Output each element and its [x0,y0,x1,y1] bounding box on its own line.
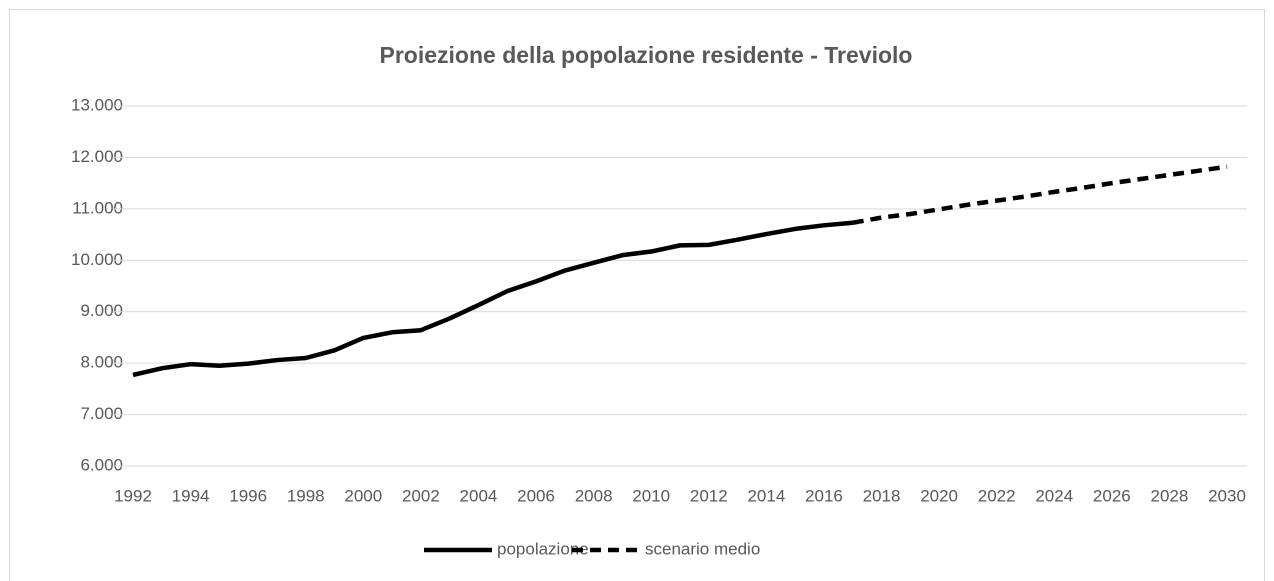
x-tick-label: 2028 [1151,486,1189,505]
series-line [852,164,1228,225]
x-tick-label: 2012 [690,486,728,505]
x-tick-label: 2030 [1208,486,1246,505]
x-tick-label: 2014 [747,486,785,505]
y-tick-label: 12.000 [71,147,123,166]
x-tick-label: 2000 [344,486,382,505]
chart-border [9,9,1265,581]
x-tick-label: 1992 [114,486,152,505]
x-tick-label: 2008 [575,486,613,505]
y-tick-label: 13.000 [71,95,123,114]
y-tick-label: 8.000 [80,353,123,372]
x-tick-label: 2004 [460,486,498,505]
x-tick-label: 1994 [172,486,210,505]
x-tick-label: 2010 [632,486,670,505]
x-tick-label: 2002 [402,486,440,505]
x-tick-label: 1996 [229,486,267,505]
y-tick-label: 10.000 [71,250,123,269]
y-tick-label: 11.000 [72,198,123,217]
chart-title: Proiezione della popolazione residente -… [380,42,913,68]
series-line [132,220,853,378]
x-tick-label: 2018 [863,486,901,505]
legend-label: popolazione [497,539,589,558]
y-tick-label: 9.000 [80,301,123,320]
y-tick-label: 6.000 [80,455,123,474]
y-tick-label: 7.000 [80,404,123,423]
x-tick-label: 2022 [978,486,1016,505]
legend-label: scenario medio [645,539,760,558]
x-tick-label: 2016 [805,486,843,505]
x-tick-label: 2024 [1035,486,1073,505]
x-tick-label: 2026 [1093,486,1131,505]
x-tick-label: 2020 [920,486,958,505]
x-tick-label: 2006 [517,486,555,505]
x-tick-label: 1998 [287,486,325,505]
